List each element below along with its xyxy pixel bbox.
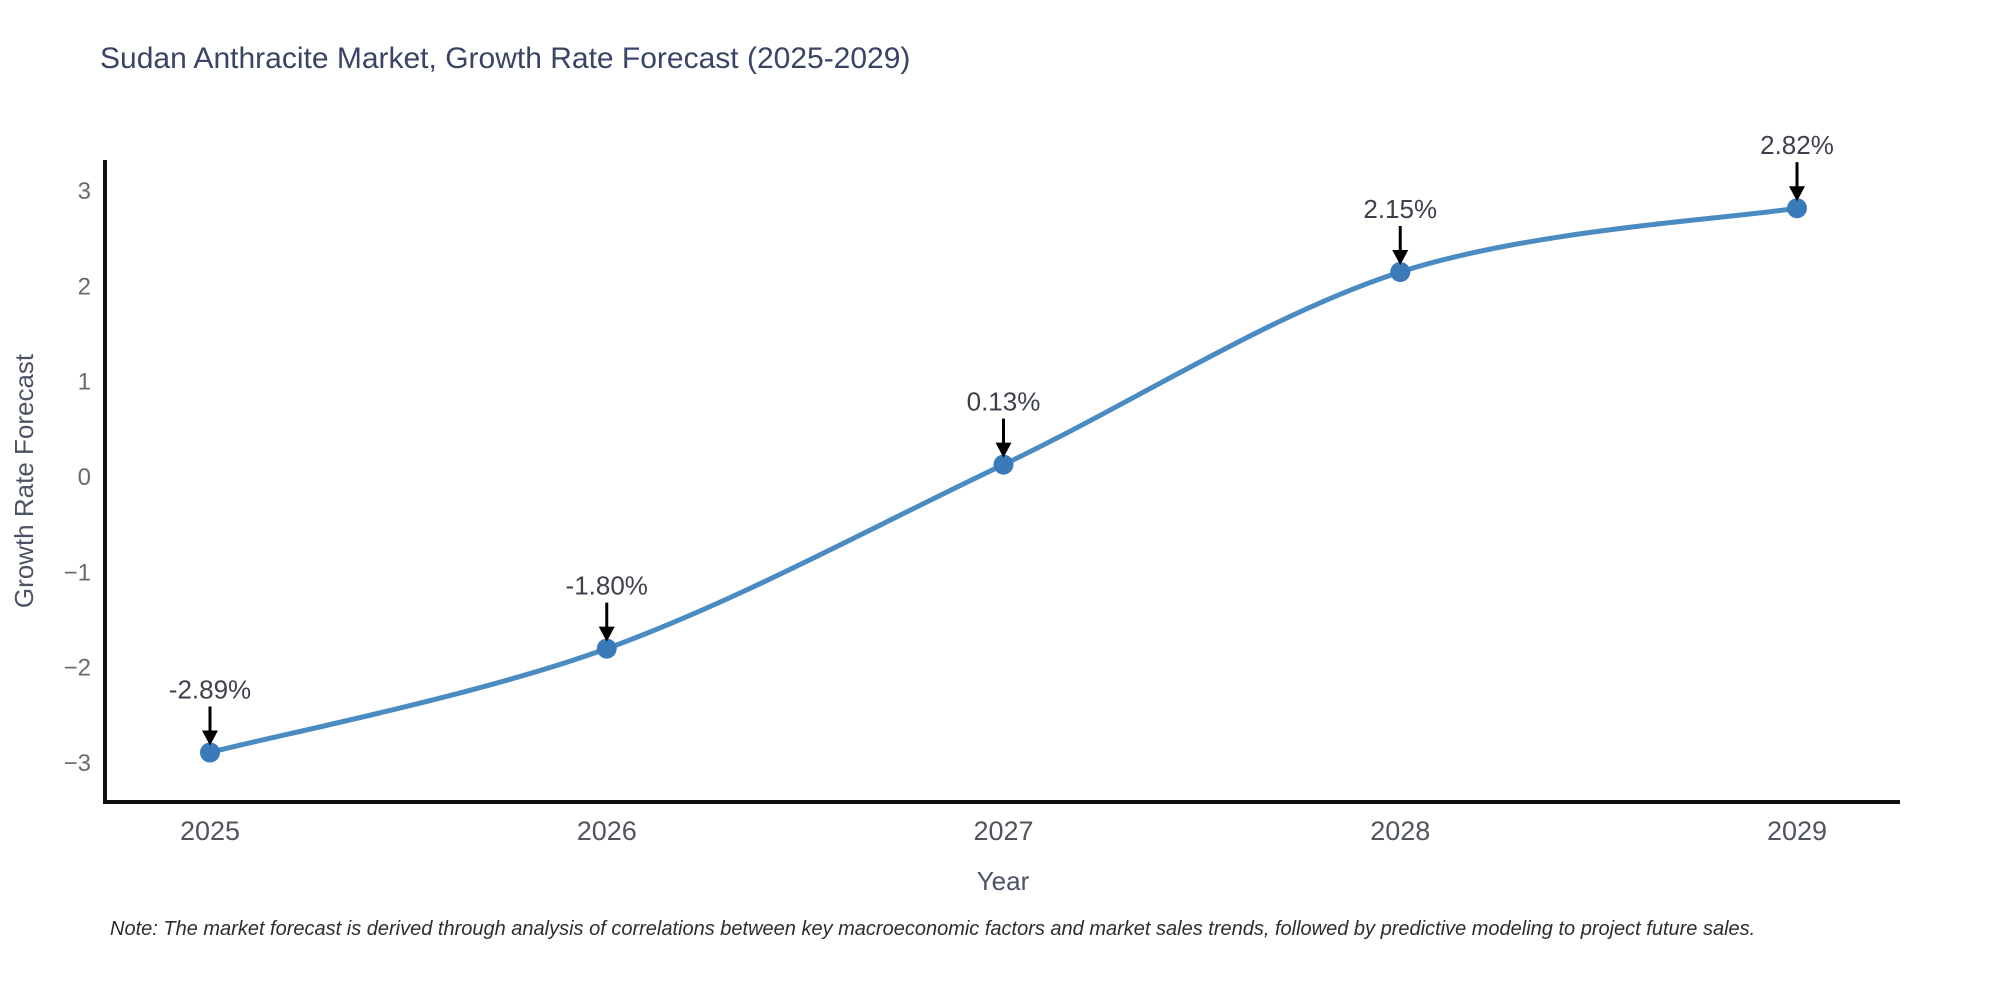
annotation-arrow-head (598, 626, 615, 642)
y-axis-title: Growth Rate Forecast (9, 353, 39, 608)
data-point-marker[interactable] (1390, 262, 1411, 282)
x-tick-label: 2027 (973, 816, 1033, 846)
annotation-arrow-head (202, 730, 218, 746)
x-tick-label: 2026 (577, 816, 637, 846)
x-tick-label: 2029 (1767, 816, 1827, 846)
data-point-label: 2.15% (1363, 194, 1437, 224)
annotation-arrow-head (1789, 186, 1805, 202)
data-point-marker[interactable] (596, 638, 617, 659)
data-point-label: -1.80% (566, 571, 648, 601)
chart-title: Sudan Anthracite Market, Growth Rate For… (100, 42, 911, 75)
y-tick-label: 0 (78, 464, 91, 491)
data-point-marker[interactable] (1787, 198, 1807, 219)
data-point-label: 0.13% (967, 387, 1041, 417)
data-point-label: 2.82% (1760, 130, 1834, 160)
y-tick-label: 1 (78, 369, 91, 396)
data-point-marker[interactable] (200, 742, 220, 763)
y-tick-label: −3 (64, 750, 91, 777)
x-tick-label: 2025 (180, 816, 240, 846)
footnote: Note: The market forecast is derived thr… (110, 918, 1756, 940)
x-axis-title: Year (977, 866, 1030, 896)
y-tick-label: −1 (64, 559, 91, 586)
data-point-marker[interactable] (993, 454, 1014, 475)
y-tick-label: −2 (64, 655, 91, 682)
annotation-arrow-head (1392, 250, 1409, 265)
line-series (207, 205, 1800, 755)
data-point-label: -2.89% (169, 675, 251, 705)
x-tick-label: 2028 (1370, 816, 1430, 846)
y-tick-label: 2 (78, 273, 91, 300)
axis-lines (103, 160, 1900, 804)
y-tick-label: 3 (78, 178, 91, 205)
annotation-arrow-head (995, 442, 1012, 458)
